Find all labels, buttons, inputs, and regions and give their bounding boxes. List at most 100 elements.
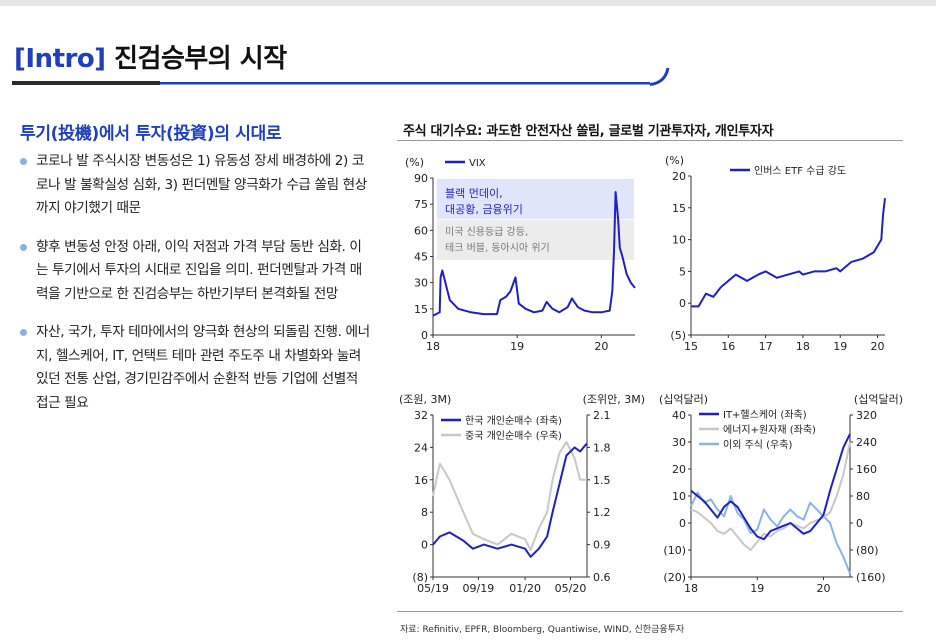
x-tick-label: 19 (833, 340, 847, 353)
y2-tick-label: 1.5 (593, 474, 611, 487)
y2-tick-label: (80) (856, 544, 879, 557)
chart-title-divider (397, 140, 903, 141)
x-tick-label: 19 (510, 340, 524, 353)
y2-tick-label: (160) (856, 571, 886, 584)
y-tick-label: 45 (414, 251, 428, 264)
y-unit-label: (%) (665, 154, 684, 167)
y-tick-label: 16 (414, 474, 428, 487)
y2-tick-label: 2.1 (593, 409, 611, 422)
y2-tick-label: 1.2 (593, 506, 611, 519)
section-subtitle: 투기(投機)에서 투자(投資)의 시대로 (20, 124, 282, 144)
y2-tick-label: 320 (856, 409, 877, 422)
bullet-dot-icon (20, 243, 27, 251)
series-line (690, 441, 851, 551)
x-tick-label: 18 (426, 340, 440, 353)
annotation-box-gray (437, 219, 634, 260)
bullet-text: 자산, 국가, 투자 테마에서의 양극화 현상의 되돌림 진행. 에너지, 헬스… (36, 324, 370, 411)
y-tick-label: 10 (672, 490, 686, 503)
y-tick-label: (5) (670, 329, 686, 342)
y-tick-label: 20 (672, 463, 686, 476)
bullet-dot-icon (20, 329, 27, 336)
y2-tick-label: 0.6 (593, 571, 611, 584)
title-text: 진검승부의 시작 (114, 44, 287, 74)
legend-label: IT+헬스케어 (좌축) (723, 409, 807, 421)
y2-unit-label: (조위안, 3M) (583, 393, 645, 406)
y-tick-label: 20 (672, 170, 686, 183)
retail-flow-chart: (조원, 3M) (조위안, 3M) (8) 0 8 16 24 32 05/19 09/19 01… (399, 393, 645, 595)
y-tick-label: 10 (672, 234, 686, 247)
y-tick-label: 24 (414, 441, 428, 454)
source-divider (397, 611, 903, 612)
bullet-list: 코로나 발 주식시장 변동성은 1) 유동성 장세 배경하에 2) 코로나 발 … (20, 150, 370, 430)
x-tick-label: 16 (721, 340, 735, 353)
x-tick-label: 17 (759, 340, 773, 353)
x-tick-label: 05/19 (417, 582, 449, 595)
x-tick-label: 18 (796, 340, 810, 353)
y2-tick-label: 1.8 (593, 441, 611, 454)
x-tick-label: 20 (871, 340, 885, 353)
sector-flow-chart: (십억달러) (십억달러) (20) (10) 0 10 20 30 40 18 19 20 (160)… (659, 393, 903, 595)
bullet-dot-icon (20, 158, 27, 165)
annotation-box-blue (437, 179, 634, 220)
x-tick-label: 09/19 (463, 582, 495, 595)
y2-tick-label: 240 (856, 436, 877, 449)
series-line (432, 191, 636, 317)
title-bracket: [Intro] (14, 44, 106, 74)
legend-label: VIX (469, 158, 486, 169)
y2-tick-label: 80 (856, 490, 870, 503)
y-tick-label: 60 (414, 224, 428, 237)
bullet-item: 자산, 국가, 투자 테마에서의 양극화 현상의 되돌림 진행. 에너지, 헬스… (20, 321, 370, 415)
chart-section-title: 주식 대기수요: 과도한 안전자산 쏠림, 글로벌 기관투자자, 개인투자자 (403, 124, 774, 139)
bullet-text: 코로나 발 주식시장 변동성은 1) 유동성 장세 배경하에 2) 코로나 발 … (36, 153, 367, 216)
y-tick-label: 15 (672, 202, 686, 215)
y-tick-label: 5 (679, 265, 686, 278)
x-tick-label: 05/20 (555, 582, 587, 595)
y-tick-label: (10) (663, 544, 686, 557)
y-tick-label: 0 (679, 297, 686, 310)
y-tick-label: 0 (421, 329, 428, 342)
x-tick-label: 01/20 (509, 582, 541, 595)
x-tick-label: 18 (684, 582, 698, 595)
y-tick-label: 32 (414, 409, 428, 422)
y2-tick-label: 0.9 (593, 539, 611, 552)
y2-tick-label: 0 (856, 517, 863, 530)
y-unit-label: (%) (405, 156, 424, 169)
annotation-text: 블랙 먼데이, (445, 187, 503, 200)
bullet-item: 코로나 발 주식시장 변동성은 1) 유동성 장세 배경하에 2) 코로나 발 … (20, 150, 370, 221)
legend-label: 중국 개인순매수 (우축) (465, 430, 562, 442)
legend-label: 에너지+원자재 (좌축) (723, 424, 816, 436)
y-tick-label: 15 (414, 303, 428, 316)
y-tick-label: 0 (679, 517, 686, 530)
series-line (690, 433, 851, 541)
y-unit-label: (조원, 3M) (399, 393, 451, 406)
bullet-item: 향후 변동성 안정 아래, 이익 저점과 가격 부담 동반 심화. 이는 투기에… (20, 236, 370, 307)
y-tick-label: (20) (663, 571, 686, 584)
y-tick-label: 30 (672, 436, 686, 449)
bullet-text: 향후 변동성 안정 아래, 이익 저점과 가격 부담 동반 심화. 이는 투기에… (36, 238, 362, 302)
source-note: 자료: Refinitiv, EPFR, Bloomberg, Quantiwi… (400, 625, 685, 635)
y-tick-label: (8) (412, 571, 428, 584)
x-tick-label: 15 (684, 340, 698, 353)
top-bar (0, 0, 936, 6)
page-title: [Intro] 진검승부의 시작 (14, 38, 287, 75)
series-line (432, 442, 588, 558)
inverse-etf-chart: (%) (5) 0 5 10 15 20 15 16 17 18 19 20 인버스 ETF 수급 강도 (665, 154, 886, 353)
legend-label: 한국 개인순매수 (좌축) (465, 415, 562, 427)
annotation-text: 미국 신용등급 강등, (445, 226, 528, 238)
y-unit-label: (십억달러) (659, 393, 708, 406)
y2-tick-label: 160 (856, 463, 877, 476)
y-tick-label: 8 (421, 506, 428, 519)
x-tick-label: 20 (594, 340, 608, 353)
y2-unit-label: (십억달러) (854, 393, 903, 406)
annotation-text: 대공황, 금융위기 (445, 203, 523, 216)
y-tick-label: 0 (421, 539, 428, 552)
title-underline (12, 67, 670, 86)
y-tick-label: 40 (672, 409, 686, 422)
legend-label: 인버스 ETF 수급 강도 (754, 165, 846, 177)
legend-label: 이외 주식 (우축) (723, 439, 792, 451)
x-tick-label: 19 (750, 582, 764, 595)
series-line (432, 441, 587, 551)
x-tick-label: 20 (817, 582, 831, 595)
y-tick-label: 75 (414, 198, 428, 211)
